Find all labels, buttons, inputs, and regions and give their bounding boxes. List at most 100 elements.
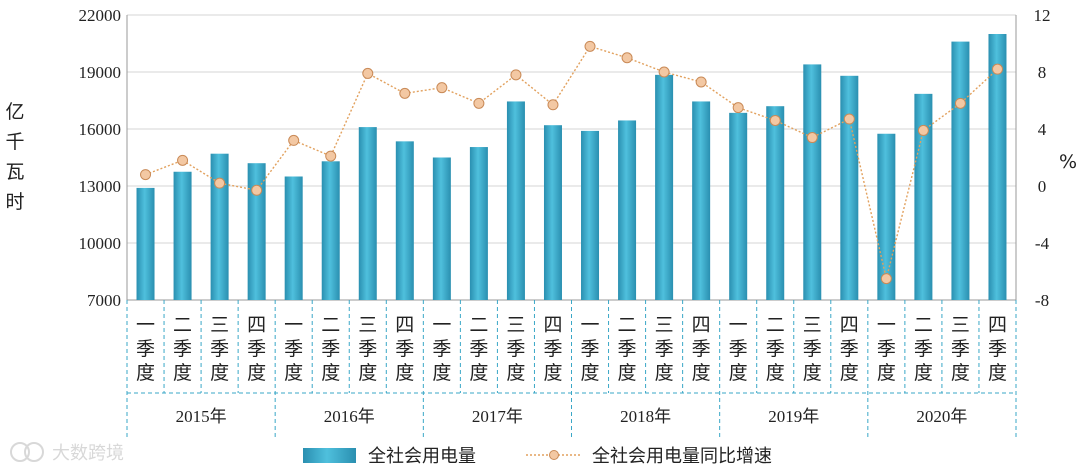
right-tick-label: 12 — [1034, 6, 1051, 25]
bar — [395, 141, 414, 300]
quarter-label-char: 季 — [729, 338, 748, 360]
year-label: 2016年 — [324, 407, 375, 426]
left-tick-label: 10000 — [79, 234, 122, 253]
quarter-label-char: 二 — [173, 314, 192, 336]
growth-point — [325, 150, 337, 162]
legend-bar-label: 全社会用电量 — [368, 446, 476, 467]
quarter-label-char: 二 — [321, 314, 340, 336]
growth-point — [362, 67, 374, 79]
legend-bar-swatch — [303, 448, 356, 463]
bar — [358, 127, 377, 300]
category-axis: 一季度 二季度 三季度 四季度 一季度 二季度 三季度 四季度 一季度 二季度 三季度 四季度 一季度 二… — [126, 300, 1017, 437]
quarter-label-char: 一 — [729, 314, 748, 336]
quarter-label-char: 四 — [543, 314, 562, 336]
quarter-label-char: 三 — [506, 314, 525, 336]
legend: 全社会用电量 全社会用电量同比增速 — [303, 446, 772, 467]
bar-series — [136, 34, 1007, 301]
year-label: 2015年 — [176, 407, 227, 426]
quarter-label-char: 三 — [358, 314, 377, 336]
quarter-label-char: 度 — [988, 362, 1007, 384]
quarter-label-char: 季 — [692, 338, 711, 360]
quarter-label-char: 度 — [136, 362, 155, 384]
right-tick-label: 4 — [1038, 120, 1047, 139]
left-tick-label: 19000 — [79, 63, 122, 82]
right-tick-label: 8 — [1038, 63, 1047, 82]
quarter-label-char: 度 — [210, 362, 229, 384]
quarter-label-char: 四 — [247, 314, 266, 336]
quarter-label-char: 季 — [914, 338, 933, 360]
quarter-label-char: 一 — [581, 314, 600, 336]
quarter-label-char: 度 — [951, 362, 970, 384]
growth-point — [954, 97, 966, 109]
quarter-label-char: 度 — [432, 362, 451, 384]
quarter-label-char: 季 — [655, 338, 674, 360]
quarter-label-char: 三 — [803, 314, 822, 336]
quarter-label-char: 季 — [803, 338, 822, 360]
quarter-label-char: 季 — [136, 338, 155, 360]
right-axis-ticks: 12 8 4 0 -4 -8 — [1034, 6, 1051, 310]
quarter-label-char: 季 — [951, 338, 970, 360]
growth-point — [991, 63, 1003, 75]
svg-text:大数跨境: 大数跨境 — [52, 443, 124, 464]
left-axis-title-char: 瓦 — [5, 161, 24, 183]
growth-point — [177, 154, 189, 166]
quarter-label-char: 度 — [766, 362, 785, 384]
bar — [321, 161, 340, 300]
bar — [173, 171, 192, 300]
bar — [803, 64, 822, 301]
quarter-label-char: 度 — [840, 362, 859, 384]
quarter-label-char: 季 — [284, 338, 303, 360]
bar — [655, 74, 674, 300]
left-axis-title-char: 千 — [5, 131, 24, 153]
quarter-label-char: 度 — [173, 362, 192, 384]
quarter-label-char: 季 — [581, 338, 600, 360]
growth-point — [140, 169, 152, 181]
quarter-label-char: 度 — [729, 362, 748, 384]
quarter-label-char: 度 — [284, 362, 303, 384]
year-label: 2017年 — [472, 407, 523, 426]
quarter-label-char: 二 — [618, 314, 637, 336]
quarter-label-char: 四 — [692, 314, 711, 336]
left-tick-label: 7000 — [87, 291, 121, 310]
quarter-label-char: 度 — [914, 362, 933, 384]
growth-point — [695, 76, 707, 88]
bar — [432, 157, 451, 300]
quarter-label-char: 一 — [432, 314, 451, 336]
quarter-label-char: 度 — [803, 362, 822, 384]
quarter-label-char: 一 — [877, 314, 896, 336]
left-tick-label: 16000 — [79, 120, 122, 139]
left-tick-label: 13000 — [79, 177, 122, 196]
year-label: 2019年 — [768, 407, 819, 426]
growth-point — [621, 52, 633, 64]
year-label: 2018年 — [620, 407, 671, 426]
left-axis-ticks: 22000 19000 16000 13000 10000 7000 — [79, 6, 122, 310]
growth-point — [510, 69, 522, 81]
bar — [136, 187, 155, 300]
quarter-label-char: 四 — [840, 314, 859, 336]
quarter-label-char: 度 — [655, 362, 674, 384]
line-series — [140, 40, 1003, 285]
year-label: 2020年 — [916, 407, 967, 426]
growth-point — [658, 66, 670, 78]
quarter-label-char: 度 — [321, 362, 340, 384]
quarter-label-char: 度 — [358, 362, 377, 384]
left-tick-label: 22000 — [79, 6, 122, 25]
quarter-label-char: 度 — [469, 362, 488, 384]
growth-point — [769, 114, 781, 126]
left-axis-title-char: 时 — [5, 191, 24, 213]
watermark: 大数跨境 — [10, 442, 124, 464]
quarter-label-char: 季 — [840, 338, 859, 360]
legend-line-label: 全社会用电量同比增速 — [592, 446, 772, 467]
quarter-label-char: 三 — [951, 314, 970, 336]
quarter-label-char: 季 — [210, 338, 229, 360]
quarter-label-char: 季 — [766, 338, 785, 360]
quarter-label-char: 四 — [988, 314, 1007, 336]
bar — [988, 34, 1007, 300]
left-axis-title-char: 亿 — [5, 101, 24, 123]
growth-point — [251, 184, 263, 196]
quarter-label-char: 一 — [284, 314, 303, 336]
bar — [951, 41, 970, 300]
quarter-label-char: 季 — [877, 338, 896, 360]
